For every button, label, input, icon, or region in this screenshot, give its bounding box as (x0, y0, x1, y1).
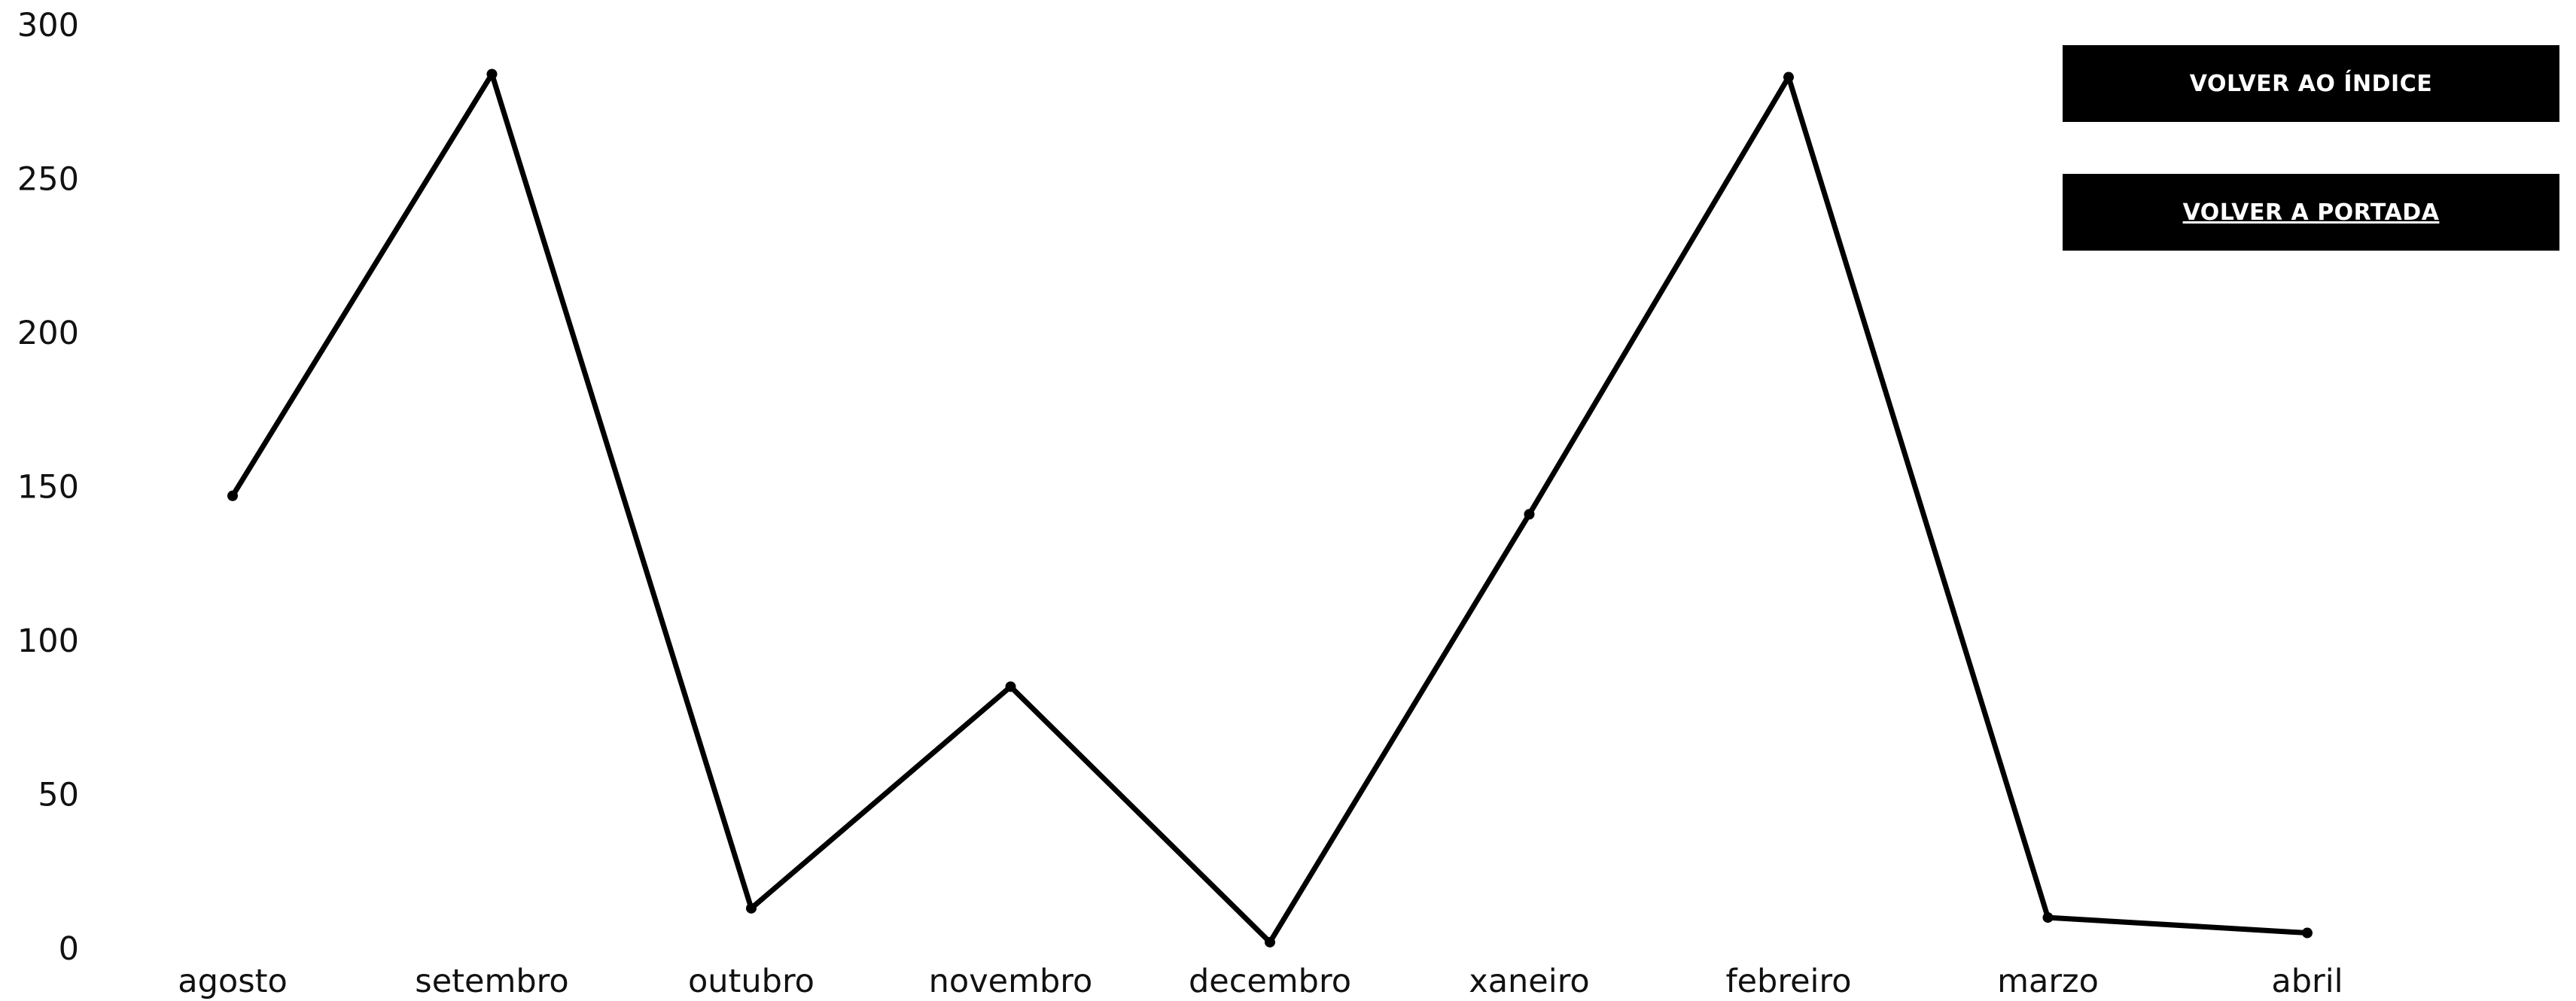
x-tick-label: marzo (1997, 963, 2099, 1000)
x-tick-label: agosto (178, 963, 288, 1000)
y-tick-label: 200 (17, 315, 79, 352)
x-tick-label: setembro (415, 963, 568, 1000)
data-point (746, 902, 757, 914)
x-axis-ticks: agosto setembro outubro novembro decembro xan… (178, 963, 2343, 1000)
data-point (2302, 927, 2313, 939)
series-group (227, 68, 2313, 948)
y-tick-label: 50 (38, 777, 79, 814)
data-point (1265, 936, 1275, 948)
data-point (1783, 72, 1794, 83)
y-tick-label: 250 (17, 161, 79, 199)
y-tick-label: 0 (59, 930, 79, 968)
data-point (486, 68, 498, 80)
x-tick-label: novembro (929, 963, 1093, 1000)
x-tick-label: outubro (688, 963, 815, 1000)
data-point (227, 490, 238, 501)
back-to-cover-button[interactable]: VOLVER A PORTADA (2063, 174, 2559, 251)
x-tick-label: xaneiro (1469, 963, 1590, 1000)
x-tick-label: abril (2271, 963, 2343, 1000)
y-axis-ticks: 0 50 100 150 200 250 300 (17, 7, 79, 968)
back-to-index-button[interactable]: VOLVER AO ÍNDICE (2063, 45, 2559, 122)
x-tick-label: febreiro (1725, 963, 1851, 1000)
series-line (230, 71, 2308, 945)
y-tick-label: 100 (17, 622, 79, 660)
x-tick-label: decembro (1189, 963, 1351, 1000)
y-tick-label: 300 (17, 7, 79, 44)
data-point (1005, 681, 1016, 692)
y-tick-label: 150 (17, 469, 79, 507)
data-point (2042, 912, 2054, 923)
data-point (1524, 509, 1535, 520)
